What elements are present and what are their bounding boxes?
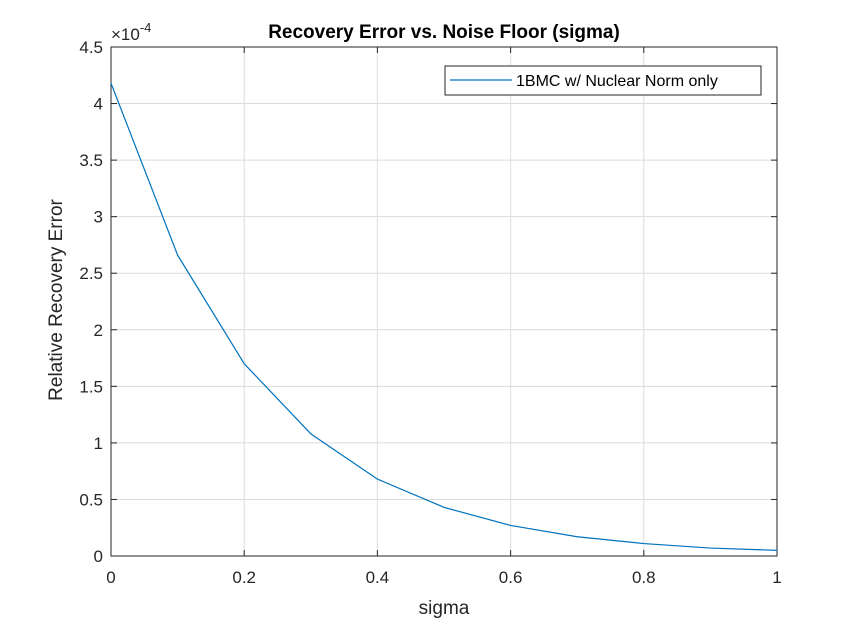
x-tick-label: 0	[106, 568, 115, 587]
y-tick-label: 2.5	[79, 264, 103, 283]
y-tick-label: 0	[94, 547, 103, 566]
chart-title: Recovery Error vs. Noise Floor (sigma)	[268, 22, 620, 43]
x-tick-label: 1	[772, 568, 781, 587]
y-tick-label: 3.5	[79, 151, 103, 170]
y-tick-label: 4.5	[79, 38, 103, 57]
legend-entry: 1BMC w/ Nuclear Norm only	[516, 73, 718, 90]
x-axis-label: sigma	[419, 598, 470, 619]
y-tick-label: 0.5	[79, 490, 103, 509]
y-tick-label: 1	[94, 434, 103, 453]
y-tick-label: 3	[94, 208, 103, 227]
y-tick-label: 4	[94, 95, 103, 114]
y-tick-label: 2	[94, 321, 103, 340]
legend: 1BMC w/ Nuclear Norm only	[445, 66, 761, 95]
x-tick-label: 0.2	[232, 568, 256, 587]
y-axis-label: Relative Recovery Error	[46, 198, 67, 400]
x-tick-label: 0.4	[366, 568, 390, 587]
x-tick-label: 0.6	[499, 568, 523, 587]
y-axis-exponent-power: -4	[140, 20, 152, 35]
y-tick-label: 1.5	[79, 377, 103, 396]
y-axis-exponent-multiplier: ×10	[111, 25, 140, 44]
x-tick-label: 0.8	[632, 568, 656, 587]
